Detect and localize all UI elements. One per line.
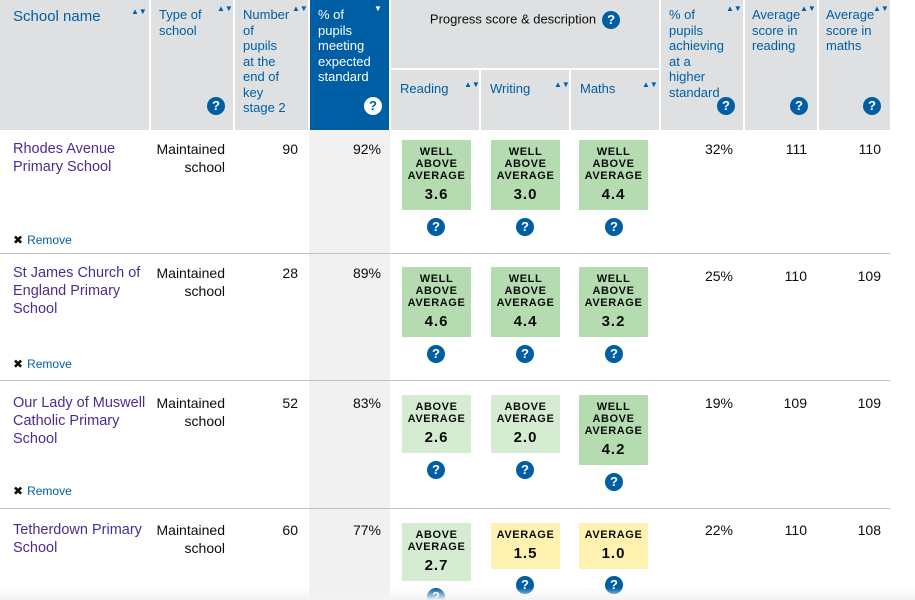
header-meeting-expected[interactable]: % of pupils meeting expected standard ▼ … (309, 0, 390, 130)
question-mark-icon[interactable]: ? (516, 218, 534, 236)
header-type[interactable]: Type of school ▲▼ ? (150, 0, 234, 130)
avg-reading-score: 110 (784, 522, 807, 538)
table-row: Rhodes Avenue Primary School Maintained … (0, 130, 915, 257)
school-type: Maintained school (156, 265, 226, 299)
pupil-count: 60 (282, 522, 298, 538)
school-type: Maintained school (156, 141, 226, 175)
header-school-name-label: School name (13, 8, 101, 25)
higher-standard-pct: 32% (704, 141, 733, 157)
sort-arrows-icon[interactable]: ▲▼ (292, 4, 308, 13)
school-type: Maintained school (156, 395, 226, 429)
sort-desc-icon[interactable]: ▼ (374, 4, 382, 13)
header-reading-label: Reading (400, 81, 449, 96)
header-avg-reading-label: Average score in reading (752, 7, 801, 53)
meeting-expected-pct: 83% (352, 395, 381, 411)
question-mark-icon[interactable]: ? (427, 461, 445, 479)
higher-standard-pct: 22% (704, 522, 733, 538)
question-mark-icon[interactable]: ? (516, 345, 534, 363)
meeting-expected-pct: 92% (352, 141, 381, 157)
sort-arrows-icon[interactable]: ▲▼ (464, 80, 480, 89)
reading-progress-badge: WELL ABOVE AVERAGE 4.6 (402, 267, 471, 337)
avg-maths-score: 109 (857, 395, 881, 411)
question-mark-icon[interactable]: ? (863, 97, 881, 115)
progress-title-label: Progress score & description (429, 11, 597, 27)
sort-arrows-icon[interactable]: ▲▼ (554, 80, 570, 89)
header-school-name[interactable]: School name ▲▼ (0, 0, 150, 130)
header-writing-label: Writing (490, 81, 531, 96)
header-meeting-label: % of pupils meeting expected standard (318, 7, 371, 84)
question-mark-icon[interactable]: ? (717, 97, 735, 115)
header-type-label: Type of school (159, 7, 202, 38)
question-mark-icon[interactable]: ? (364, 97, 382, 115)
writing-progress-badge: WELL ABOVE AVERAGE 4.4 (491, 267, 560, 337)
table-row: Tetherdown Primary School Maintained sch… (0, 509, 915, 600)
sort-arrows-icon[interactable]: ▲▼ (217, 4, 233, 13)
avg-reading-score: 110 (784, 268, 807, 284)
meeting-expected-pct: 89% (352, 265, 381, 281)
table-row: Our Lady of Muswell Catholic Primary Sch… (0, 381, 915, 508)
school-name-link[interactable]: Our Lady of Muswell Catholic Primary Sch… (13, 395, 146, 447)
question-mark-icon[interactable]: ? (516, 461, 534, 479)
writing-progress-badge: AVERAGE 1.5 (491, 523, 560, 569)
pupil-count: 52 (282, 395, 298, 411)
reading-progress-badge: ABOVE AVERAGE 2.6 (402, 395, 471, 453)
reading-progress-badge: WELL ABOVE AVERAGE 3.6 (402, 140, 471, 210)
school-type: Maintained school (156, 522, 226, 556)
header-higher-standard[interactable]: % of pupils achieving at a higher standa… (660, 0, 744, 130)
avg-reading-score: 109 (783, 395, 807, 411)
header-reading[interactable]: Reading ▲▼ (390, 70, 480, 130)
question-mark-icon[interactable]: ? (790, 97, 808, 115)
question-mark-icon[interactable]: ? (605, 345, 623, 363)
header-pupils[interactable]: Number of pupils at the end of key stage… (234, 0, 309, 130)
pupil-count: 28 (282, 265, 298, 281)
higher-standard-pct: 19% (704, 395, 733, 411)
header-progress: Progress score & description? (390, 0, 660, 68)
maths-progress-badge: WELL ABOVE AVERAGE 4.4 (579, 140, 648, 210)
pupil-count: 90 (282, 141, 298, 157)
question-mark-icon[interactable]: ? (605, 218, 623, 236)
header-avg-maths-label: Average score in maths (826, 7, 875, 53)
header-higher-label: % of pupils achieving at a higher standa… (669, 7, 724, 100)
question-mark-icon[interactable]: ? (605, 473, 623, 491)
question-mark-icon[interactable]: ? (207, 97, 225, 115)
school-name-link[interactable]: St James Church of England Primary Schoo… (13, 265, 141, 317)
sort-arrows-icon[interactable]: ▲▼ (131, 7, 147, 16)
table-row: St James Church of England Primary Schoo… (0, 254, 915, 381)
remove-button[interactable]: ✖ Remove (13, 484, 72, 498)
remove-button[interactable]: ✖ Remove (13, 233, 72, 247)
header-maths[interactable]: Maths ▲▼ (570, 70, 660, 130)
maths-progress-badge: AVERAGE 1.0 (579, 523, 648, 569)
question-mark-icon[interactable]: ? (427, 345, 445, 363)
avg-maths-score: 108 (857, 522, 881, 538)
remove-button[interactable]: ✖ Remove (13, 357, 72, 371)
avg-reading-score: 111 (785, 141, 807, 157)
header-avg-maths[interactable]: Average score in maths ▲▼ ? (818, 0, 890, 130)
reading-progress-badge: ABOVE AVERAGE 2.7 (402, 523, 471, 581)
header-pupils-label: Number of pupils at the end of key stage… (243, 7, 290, 115)
writing-progress-badge: WELL ABOVE AVERAGE 3.0 (491, 140, 560, 210)
sort-arrows-icon[interactable]: ▲▼ (873, 4, 889, 13)
close-icon: ✖ (13, 357, 24, 371)
school-name-link[interactable]: Rhodes Avenue Primary School (13, 141, 116, 175)
header-writing[interactable]: Writing ▲▼ (480, 70, 570, 130)
close-icon: ✖ (13, 233, 24, 247)
question-mark-icon[interactable]: ? (427, 218, 445, 236)
sort-arrows-icon[interactable]: ▲▼ (642, 80, 658, 89)
maths-progress-badge: WELL ABOVE AVERAGE 3.2 (579, 267, 648, 337)
header-avg-reading[interactable]: Average score in reading ▲▼ ? (744, 0, 818, 130)
question-mark-icon[interactable]: ? (602, 11, 621, 29)
avg-maths-score: 110 (858, 141, 881, 157)
sort-arrows-icon[interactable]: ▲▼ (726, 4, 742, 13)
sort-arrows-icon[interactable]: ▲▼ (800, 4, 816, 13)
writing-progress-badge: ABOVE AVERAGE 2.0 (491, 395, 560, 453)
progress-title: Progress score & description? (390, 11, 660, 29)
header-maths-label: Maths (580, 81, 616, 96)
maths-progress-badge: WELL ABOVE AVERAGE 4.2 (579, 395, 648, 465)
meeting-expected-pct: 77% (352, 522, 381, 538)
close-icon: ✖ (13, 484, 24, 498)
avg-maths-score: 109 (857, 268, 881, 284)
higher-standard-pct: 25% (704, 268, 733, 284)
school-name-link[interactable]: Tetherdown Primary School (13, 522, 142, 556)
